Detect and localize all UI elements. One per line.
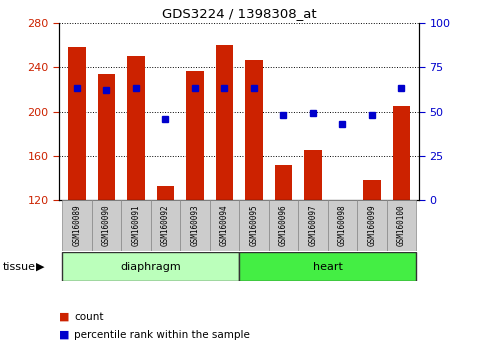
Text: GSM160099: GSM160099: [367, 205, 376, 246]
Bar: [239, 252, 416, 281]
Text: tissue: tissue: [2, 262, 35, 272]
Text: GSM160097: GSM160097: [308, 205, 317, 246]
Bar: [245, 59, 263, 200]
Bar: [269, 200, 298, 251]
Text: GSM160092: GSM160092: [161, 205, 170, 246]
Bar: [328, 200, 357, 251]
Text: GSM160091: GSM160091: [131, 205, 141, 246]
Bar: [298, 200, 328, 251]
Text: GSM160096: GSM160096: [279, 205, 288, 246]
Bar: [387, 200, 416, 251]
Text: GSM160100: GSM160100: [397, 205, 406, 246]
Bar: [92, 200, 121, 251]
Bar: [98, 74, 115, 200]
Text: GSM160090: GSM160090: [102, 205, 111, 246]
Bar: [127, 56, 145, 200]
Text: GSM160093: GSM160093: [190, 205, 199, 246]
Text: GSM160095: GSM160095: [249, 205, 258, 246]
Text: heart: heart: [313, 262, 343, 272]
Text: ■: ■: [59, 312, 70, 322]
Bar: [68, 47, 86, 200]
Text: diaphragm: diaphragm: [120, 262, 181, 272]
Bar: [156, 185, 174, 200]
Text: GSM160098: GSM160098: [338, 205, 347, 246]
Bar: [186, 70, 204, 200]
Title: GDS3224 / 1398308_at: GDS3224 / 1398308_at: [162, 7, 317, 21]
Text: GSM160089: GSM160089: [72, 205, 81, 246]
Text: GSM160094: GSM160094: [220, 205, 229, 246]
Bar: [215, 45, 233, 200]
Bar: [62, 252, 239, 281]
Bar: [121, 200, 150, 251]
Bar: [304, 150, 322, 200]
Bar: [363, 180, 381, 200]
Text: ▶: ▶: [36, 262, 44, 272]
Text: percentile rank within the sample: percentile rank within the sample: [74, 330, 250, 339]
Text: count: count: [74, 312, 104, 322]
Bar: [62, 200, 92, 251]
Bar: [275, 165, 292, 200]
Bar: [239, 200, 269, 251]
Bar: [392, 106, 410, 200]
Bar: [150, 200, 180, 251]
Bar: [357, 200, 387, 251]
Text: ■: ■: [59, 330, 70, 339]
Bar: [210, 200, 239, 251]
Bar: [180, 200, 210, 251]
